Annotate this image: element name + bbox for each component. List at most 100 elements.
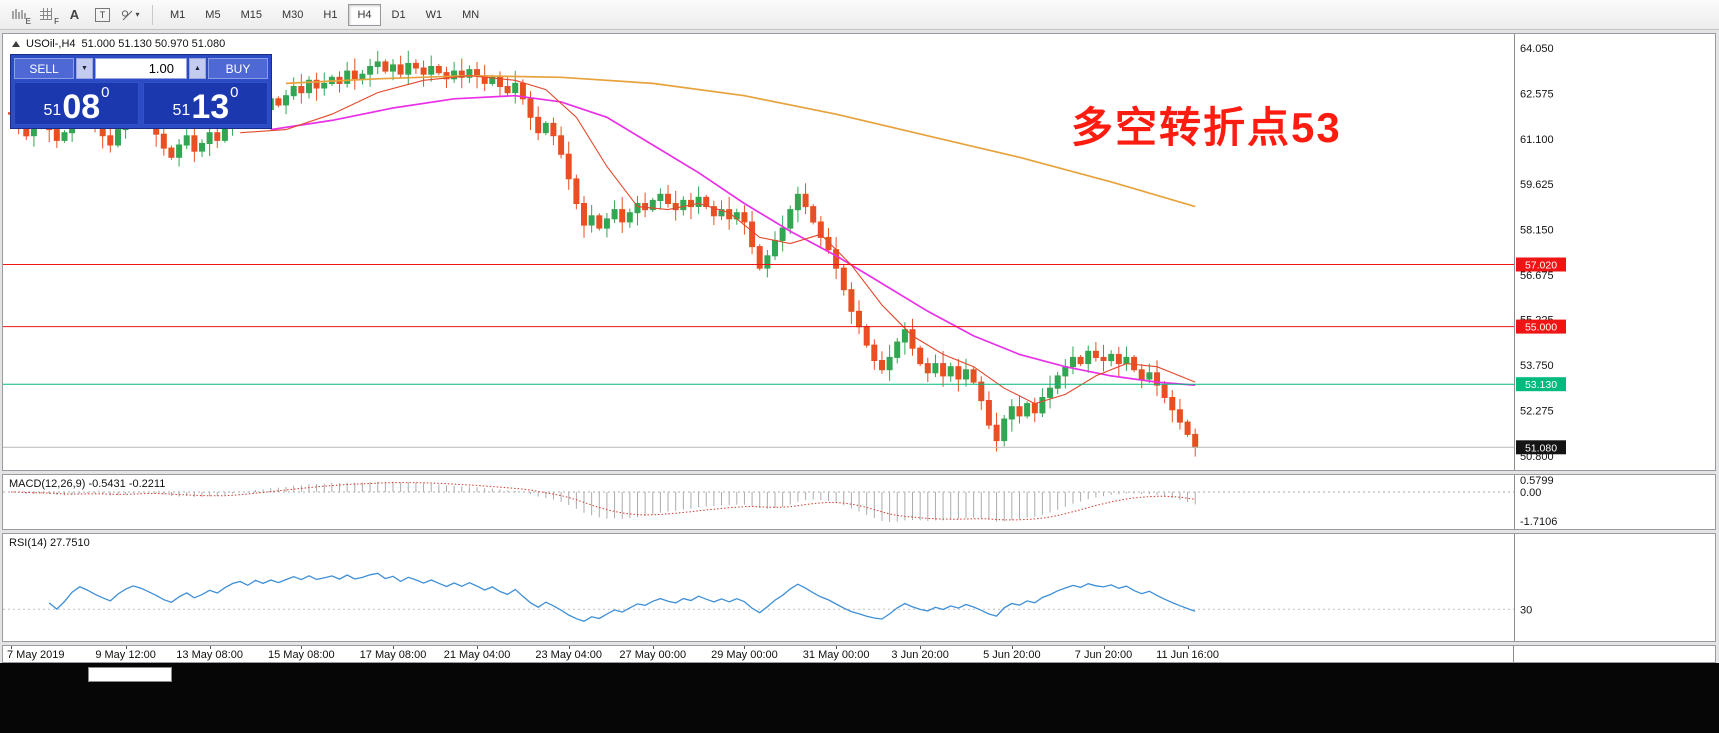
chart-panel[interactable]: 64.05062.57561.10059.62558.15056.67555.2… [2, 33, 1716, 471]
price-axis-label: 64.050 [1520, 43, 1554, 55]
macd-axis-label: 0.00 [1520, 487, 1541, 499]
rsi-panel[interactable]: 30 RSI(14) 27.7510 [2, 533, 1716, 642]
ohlc-values: 51.000 51.130 50.970 51.080 [81, 38, 226, 50]
time-axis-label: 3 Jun 20:00 [891, 649, 949, 661]
sell-button[interactable]: SELL [14, 58, 74, 79]
svg-text:53.130: 53.130 [1525, 379, 1557, 391]
time-tick [1187, 646, 1189, 649]
svg-text:51.080: 51.080 [1525, 442, 1557, 454]
chart-annotation: 多空转折点53 [1071, 104, 1342, 151]
terminal-strip [0, 663, 1719, 733]
rsi-axis-label: 30 [1520, 604, 1532, 616]
text-label-icon[interactable]: T [89, 3, 116, 26]
rsi-plot: 30 [3, 534, 1532, 641]
time-axis-label: 5 Jun 20:00 [983, 649, 1041, 661]
time-tick [1011, 646, 1013, 649]
time-axis-label: 9 May 12:00 [95, 649, 156, 661]
time-tick [836, 646, 838, 649]
time-tick [477, 646, 479, 649]
volume-dropdown-button[interactable]: ▼ [76, 58, 93, 79]
timeframe-button-m5[interactable]: M5 [205, 8, 221, 21]
time-axis-label: 23 May 04:00 [535, 649, 603, 661]
timeframe-button-h1[interactable]: H1 [323, 8, 338, 21]
timeframe-group: M1 M5 M15 M30 H1 H4 D1 W1 MN [160, 3, 489, 26]
svg-text:57.020: 57.020 [1525, 260, 1557, 272]
svg-text:55.000: 55.000 [1525, 322, 1557, 334]
timeframe-button-m30[interactable]: M30 [281, 8, 304, 21]
chart-symbol-header: USOil-,H4 51.000 51.130 50.970 51.080 [12, 38, 225, 50]
timeframe-button-h4[interactable]: H4 [348, 3, 381, 26]
price-tag-51.080 [1516, 440, 1566, 455]
rsi-line [48, 572, 1196, 623]
time-axis-label: 29 May 00:00 [711, 649, 778, 661]
time-tick [744, 646, 746, 649]
price-axis-label: 53.750 [1520, 360, 1554, 372]
price-tag-53.130 [1516, 377, 1566, 392]
price-axis-label: 56.675 [1520, 270, 1554, 282]
sell-price-int: 51 [43, 102, 62, 119]
time-tick [1103, 646, 1105, 649]
rsi-title: RSI(14) 27.7510 [9, 537, 90, 549]
collapse-icon[interactable] [12, 41, 20, 47]
macd-axis-label: 0.5799 [1520, 475, 1554, 487]
chevron-down-icon: ▾ [135, 10, 140, 19]
buy-price-int: 51 [172, 102, 191, 119]
grid-icon[interactable]: F [33, 3, 60, 26]
buy-price-pips: 13 [191, 87, 230, 126]
macd-title: MACD(12,26,9) -0.5431 -0.2211 [9, 478, 166, 490]
annotation-a-icon[interactable]: A [69, 7, 80, 22]
time-axis-label: 21 May 04:00 [443, 649, 511, 661]
price-tag-55.000 [1516, 319, 1566, 334]
sell-price-pips: 08 [62, 87, 101, 126]
time-tick [920, 646, 922, 649]
sell-price-display[interactable]: 51 08 0 [14, 82, 139, 125]
time-tick [301, 646, 303, 649]
ma-mid-line [270, 94, 1196, 387]
price-axis-label: 52.275 [1520, 406, 1554, 418]
macd-signal-line [10, 482, 1196, 521]
timeframe-button-m15[interactable]: M15 [240, 8, 262, 21]
chart-type-icon[interactable]: E [5, 3, 32, 26]
timeframe-button-w1[interactable]: W1 [425, 8, 443, 21]
candlestick-chart[interactable]: 64.05062.57561.10059.62558.15056.67555.2… [3, 34, 1715, 470]
price-axis-label: 58.150 [1520, 225, 1554, 237]
timeframe-button-d1[interactable]: D1 [391, 8, 406, 21]
time-tick [209, 646, 211, 649]
time-tick [393, 646, 394, 649]
buy-price-pipette: 0 [230, 84, 239, 101]
ma-slow-line [285, 74, 1196, 208]
time-axis-label: 27 May 00:00 [619, 649, 687, 661]
buy-price-display[interactable]: 51 13 0 [143, 82, 268, 125]
symbol-label: USOil-,H4 [26, 38, 76, 50]
macd-axis-label: -1.7106 [1520, 516, 1557, 528]
price-axis-label: 59.625 [1520, 179, 1554, 191]
terminal-box [88, 667, 172, 682]
shapes-dropdown-icon[interactable]: ▾ [117, 3, 144, 26]
time-tick [11, 646, 12, 649]
icon-sub-label: F [54, 17, 59, 26]
volume-increase-button[interactable]: ▲ [189, 58, 206, 79]
volume-input[interactable] [95, 58, 187, 79]
time-tick [652, 646, 654, 649]
macd-panel[interactable]: 0.5799 0.00 -1.7106 MACD(12,26,9) -0.5431 … [2, 474, 1716, 530]
time-axis-label: 7 Jun 20:00 [1074, 649, 1133, 661]
toolbar-separator [152, 4, 153, 25]
sell-price-pipette: 0 [101, 84, 110, 101]
time-tick [125, 646, 127, 649]
price-axis-label: 62.575 [1520, 88, 1554, 100]
buy-button[interactable]: BUY [208, 58, 268, 79]
price-tag-57.020 [1516, 257, 1566, 272]
ma-fast-line [240, 75, 1196, 405]
toolbar: E F A T ▾ M1 M5 M15 M30 H1 H4 D1 W1 MN [0, 0, 1719, 30]
timeframe-button-mn[interactable]: MN [462, 8, 480, 21]
one-click-trading-panel: SELL ▼ ▲ BUY 51 08 0 51 13 0 [11, 55, 271, 128]
time-axis-label: 15 May 08:00 [267, 649, 335, 661]
time-axis[interactable]: 7 May 2019 9 May 12:00 13 May 08:00 15 May … [2, 645, 1716, 663]
price-axis-label: 61.100 [1520, 134, 1554, 146]
timeframe-button-m1[interactable]: M1 [170, 8, 186, 21]
time-axis-label: 17 May 08:00 [359, 649, 427, 661]
time-axis-label: 7 May 2019 [7, 649, 65, 661]
time-axis-label: 31 May 00:00 [802, 649, 870, 661]
icon-sub-label: E [25, 17, 31, 26]
